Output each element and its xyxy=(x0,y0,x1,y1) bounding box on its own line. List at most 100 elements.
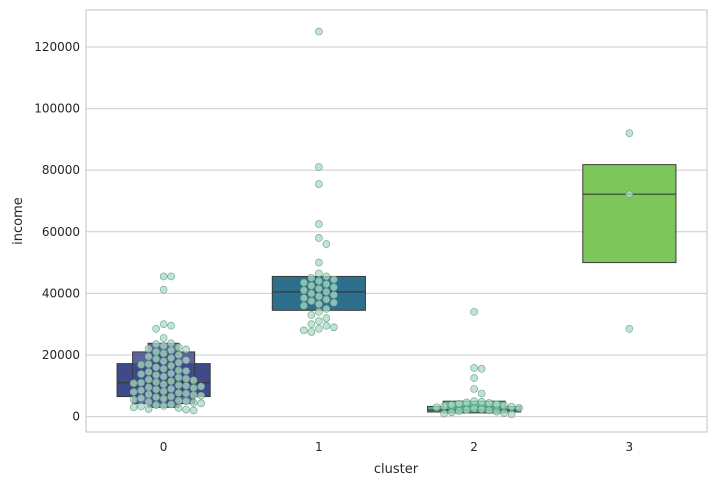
y-tick-label: 120000 xyxy=(34,40,80,54)
x-tick-label: 3 xyxy=(626,440,634,454)
data-point xyxy=(447,408,456,417)
data-point xyxy=(152,340,160,349)
data-point xyxy=(315,163,323,171)
data-point xyxy=(159,380,168,389)
data-point xyxy=(485,406,493,415)
data-point xyxy=(167,369,175,378)
data-point xyxy=(152,393,160,401)
data-point xyxy=(315,180,323,188)
data-point xyxy=(485,399,493,407)
data-point xyxy=(144,368,153,376)
data-point xyxy=(129,379,138,388)
data-point xyxy=(159,402,168,410)
data-point xyxy=(330,283,338,292)
data-point xyxy=(189,384,198,392)
data-point xyxy=(462,406,471,414)
data-point xyxy=(197,391,205,400)
data-point xyxy=(315,220,323,228)
data-point xyxy=(507,402,516,411)
data-point xyxy=(197,399,205,408)
data-point xyxy=(152,378,160,386)
data-point xyxy=(182,381,190,390)
data-point xyxy=(167,354,175,362)
data-point xyxy=(300,286,308,295)
data-point xyxy=(307,289,316,298)
data-point xyxy=(440,402,448,410)
data-point xyxy=(315,317,323,325)
data-point xyxy=(189,391,198,399)
data-point xyxy=(492,407,501,416)
data-point xyxy=(307,281,316,290)
data-point xyxy=(137,370,145,378)
data-point xyxy=(129,388,138,396)
data-point xyxy=(159,334,168,342)
data-point xyxy=(152,348,160,356)
data-point xyxy=(159,357,168,365)
y-tick-labels: 0 20000 40000 60000 80000 100000 120000 xyxy=(34,40,80,424)
data-point xyxy=(322,295,331,304)
data-point xyxy=(440,409,448,418)
data-point xyxy=(167,361,175,370)
data-point xyxy=(144,360,153,369)
data-point xyxy=(144,405,153,413)
data-point xyxy=(182,356,190,365)
x-tick-labels: 0 1 2 3 xyxy=(160,440,633,454)
x-tick-label: 0 xyxy=(160,440,168,454)
data-point xyxy=(455,407,463,415)
data-point xyxy=(152,325,160,333)
data-point xyxy=(492,400,501,409)
y-axis-label: income xyxy=(11,197,26,245)
x-axis-label: cluster xyxy=(374,462,419,477)
data-point xyxy=(300,301,308,310)
data-point xyxy=(167,377,175,385)
data-point xyxy=(322,314,331,322)
data-point xyxy=(144,390,153,399)
data-point xyxy=(300,278,308,287)
data-point xyxy=(159,285,168,294)
data-point xyxy=(167,272,175,281)
swarm-points xyxy=(129,27,634,418)
data-point xyxy=(182,405,190,414)
data-point xyxy=(137,361,145,369)
data-point xyxy=(322,240,331,248)
data-point xyxy=(477,405,486,414)
data-point xyxy=(315,234,323,242)
data-point xyxy=(330,323,338,332)
data-point xyxy=(137,402,145,411)
data-point xyxy=(330,291,338,299)
data-point xyxy=(182,389,190,398)
data-point xyxy=(625,129,634,138)
data-point xyxy=(189,398,198,407)
plot-frame xyxy=(85,9,708,433)
data-point xyxy=(174,381,183,389)
data-point xyxy=(137,378,145,387)
data-point xyxy=(447,401,456,409)
data-point xyxy=(144,383,153,392)
data-point xyxy=(322,280,331,288)
data-point xyxy=(167,392,175,401)
data-point xyxy=(197,382,205,391)
data-point xyxy=(470,385,478,393)
data-point xyxy=(315,325,323,333)
data-point xyxy=(129,395,138,404)
data-point xyxy=(144,352,153,361)
data-point xyxy=(462,398,471,407)
data-point xyxy=(307,274,316,282)
data-point xyxy=(470,397,478,405)
data-point xyxy=(515,404,523,412)
data-point xyxy=(159,320,168,328)
data-point xyxy=(167,385,175,393)
data-point xyxy=(174,343,183,352)
data-point xyxy=(470,364,478,372)
data-point xyxy=(500,409,508,417)
data-point xyxy=(330,275,338,284)
data-point xyxy=(182,397,190,405)
y-tick-label: 80000 xyxy=(42,163,80,177)
boxes xyxy=(116,164,677,414)
data-point xyxy=(152,371,160,379)
data-point xyxy=(315,292,323,301)
data-point xyxy=(167,400,175,409)
data-point xyxy=(152,363,160,372)
data-point xyxy=(315,277,323,285)
data-point xyxy=(167,339,175,348)
